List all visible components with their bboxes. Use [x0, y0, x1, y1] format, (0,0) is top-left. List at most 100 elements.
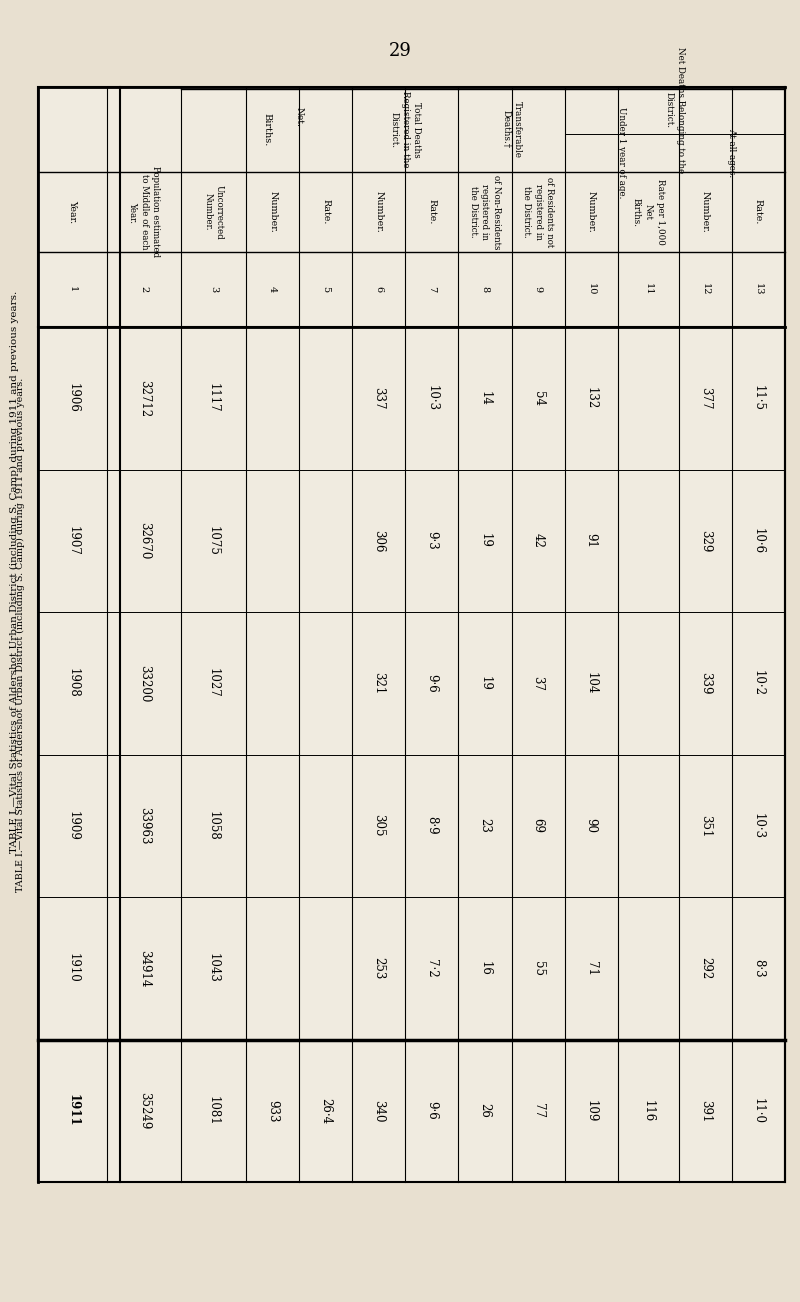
Text: Transferable
Deaths.†: Transferable Deaths.†: [502, 102, 522, 158]
Text: Rate.: Rate.: [754, 199, 763, 225]
Text: 55: 55: [531, 961, 545, 975]
Text: 42: 42: [531, 534, 545, 548]
Text: 321: 321: [372, 672, 386, 694]
Text: 132: 132: [585, 387, 598, 409]
Bar: [38, 87, 785, 1182]
Text: 10·2: 10·2: [752, 671, 765, 697]
Text: 12: 12: [701, 284, 710, 296]
Text: 340: 340: [372, 1099, 386, 1122]
Text: 104: 104: [585, 672, 598, 694]
Text: 8·3: 8·3: [752, 960, 765, 978]
Text: Births.: Births.: [262, 113, 271, 146]
Text: 9·6: 9·6: [426, 674, 438, 693]
Text: 377: 377: [699, 387, 712, 410]
Text: 1911: 1911: [66, 1095, 79, 1128]
Text: 1043: 1043: [207, 953, 220, 983]
Text: Net.: Net.: [294, 107, 304, 126]
Text: Net Deaths Belonging to the
District.: Net Deaths Belonging to the District.: [665, 47, 685, 173]
Text: 329: 329: [699, 530, 712, 552]
Text: Under 1 year of age.: Under 1 year of age.: [618, 107, 626, 199]
Text: 10·6: 10·6: [752, 527, 765, 553]
Text: 10·3: 10·3: [752, 812, 765, 838]
Text: 933: 933: [266, 1099, 279, 1122]
Text: TABLE I.—Vital Statistics of Aldershot Urban District (including S. Camp) during: TABLE I.—Vital Statistics of Aldershot U…: [10, 290, 18, 853]
Text: Rate per 1,000
Net
Births.: Rate per 1,000 Net Births.: [632, 180, 665, 245]
Text: 1058: 1058: [207, 811, 220, 841]
Text: 54: 54: [531, 391, 545, 406]
Text: 1910: 1910: [66, 953, 79, 983]
Text: Rate.: Rate.: [322, 199, 330, 225]
Text: At all ages.: At all ages.: [727, 129, 737, 177]
Text: Number.: Number.: [268, 191, 278, 233]
Text: 8: 8: [481, 286, 490, 293]
Text: 1906: 1906: [66, 383, 79, 413]
Text: 35249: 35249: [138, 1092, 150, 1129]
Text: Number.: Number.: [374, 191, 383, 233]
Text: 10: 10: [586, 284, 596, 296]
Text: of Residents not
registered in
the District.: of Residents not registered in the Distr…: [522, 177, 554, 247]
Text: 7: 7: [427, 286, 437, 293]
Text: 32670: 32670: [138, 522, 150, 560]
Text: 9: 9: [534, 286, 542, 293]
Text: TABLE I.—Vital Statistics of Aldershot Urban District (including S. Camp) during: TABLE I.—Vital Statistics of Aldershot U…: [15, 378, 25, 892]
Text: Rate.: Rate.: [427, 199, 437, 225]
Text: 71: 71: [585, 961, 598, 975]
Text: 292: 292: [699, 957, 712, 979]
Text: 19: 19: [478, 534, 491, 548]
Text: 337: 337: [372, 387, 386, 410]
Text: Number.: Number.: [586, 191, 596, 233]
Text: 4: 4: [268, 286, 278, 293]
Text: 1081: 1081: [207, 1096, 220, 1125]
Text: 33963: 33963: [138, 807, 150, 845]
Text: 1909: 1909: [66, 811, 79, 841]
Text: 339: 339: [699, 672, 712, 694]
Text: 5: 5: [322, 286, 330, 293]
Text: 6: 6: [374, 286, 383, 293]
Text: 116: 116: [642, 1100, 654, 1122]
Text: Total Deaths
Registered in the
District.: Total Deaths Registered in the District.: [390, 91, 421, 168]
Text: 14: 14: [478, 391, 491, 406]
Text: of Non-Residents
registered in
the District.: of Non-Residents registered in the Distr…: [469, 174, 502, 249]
Text: 2: 2: [140, 286, 149, 293]
Text: 23: 23: [478, 819, 491, 833]
Text: 1027: 1027: [207, 668, 220, 698]
Text: 32712: 32712: [138, 380, 150, 417]
Text: Year.: Year.: [68, 201, 77, 224]
Text: 11: 11: [644, 284, 653, 296]
Text: 3: 3: [209, 286, 218, 293]
Text: 1907: 1907: [66, 526, 79, 556]
Text: 29: 29: [389, 42, 411, 60]
Text: 10·3: 10·3: [426, 385, 438, 411]
Text: 8·9: 8·9: [426, 816, 438, 835]
Text: 34914: 34914: [138, 949, 150, 987]
Text: 69: 69: [531, 818, 545, 833]
Text: 305: 305: [372, 815, 386, 837]
Text: 90: 90: [585, 818, 598, 833]
Text: 33200: 33200: [138, 664, 150, 702]
Text: 306: 306: [372, 530, 386, 552]
Text: 1117: 1117: [207, 383, 220, 413]
Text: 16: 16: [478, 961, 491, 975]
Text: 19: 19: [478, 676, 491, 690]
Text: 11·5: 11·5: [752, 385, 765, 411]
Text: 77: 77: [531, 1103, 545, 1118]
Text: 9·6: 9·6: [426, 1101, 438, 1120]
Text: 253: 253: [372, 957, 386, 979]
Text: 9·3: 9·3: [426, 531, 438, 551]
Text: 13: 13: [754, 284, 763, 296]
Text: Number.: Number.: [701, 191, 710, 233]
Text: 1: 1: [68, 286, 77, 293]
Text: 26·4: 26·4: [319, 1098, 332, 1124]
Text: 1908: 1908: [66, 668, 79, 698]
Text: 26: 26: [478, 1103, 491, 1118]
Text: 37: 37: [531, 676, 545, 691]
Text: 109: 109: [585, 1100, 598, 1122]
Text: 391: 391: [699, 1100, 712, 1122]
Text: 11·0: 11·0: [752, 1098, 765, 1124]
Text: 1075: 1075: [207, 526, 220, 556]
Text: 7·2: 7·2: [426, 960, 438, 978]
Text: Uncorrected
Number.: Uncorrected Number.: [203, 185, 224, 240]
Text: Population estimated
to Middle of each
Year.: Population estimated to Middle of each Y…: [128, 167, 161, 258]
Text: 91: 91: [585, 534, 598, 548]
Text: 351: 351: [699, 815, 712, 837]
